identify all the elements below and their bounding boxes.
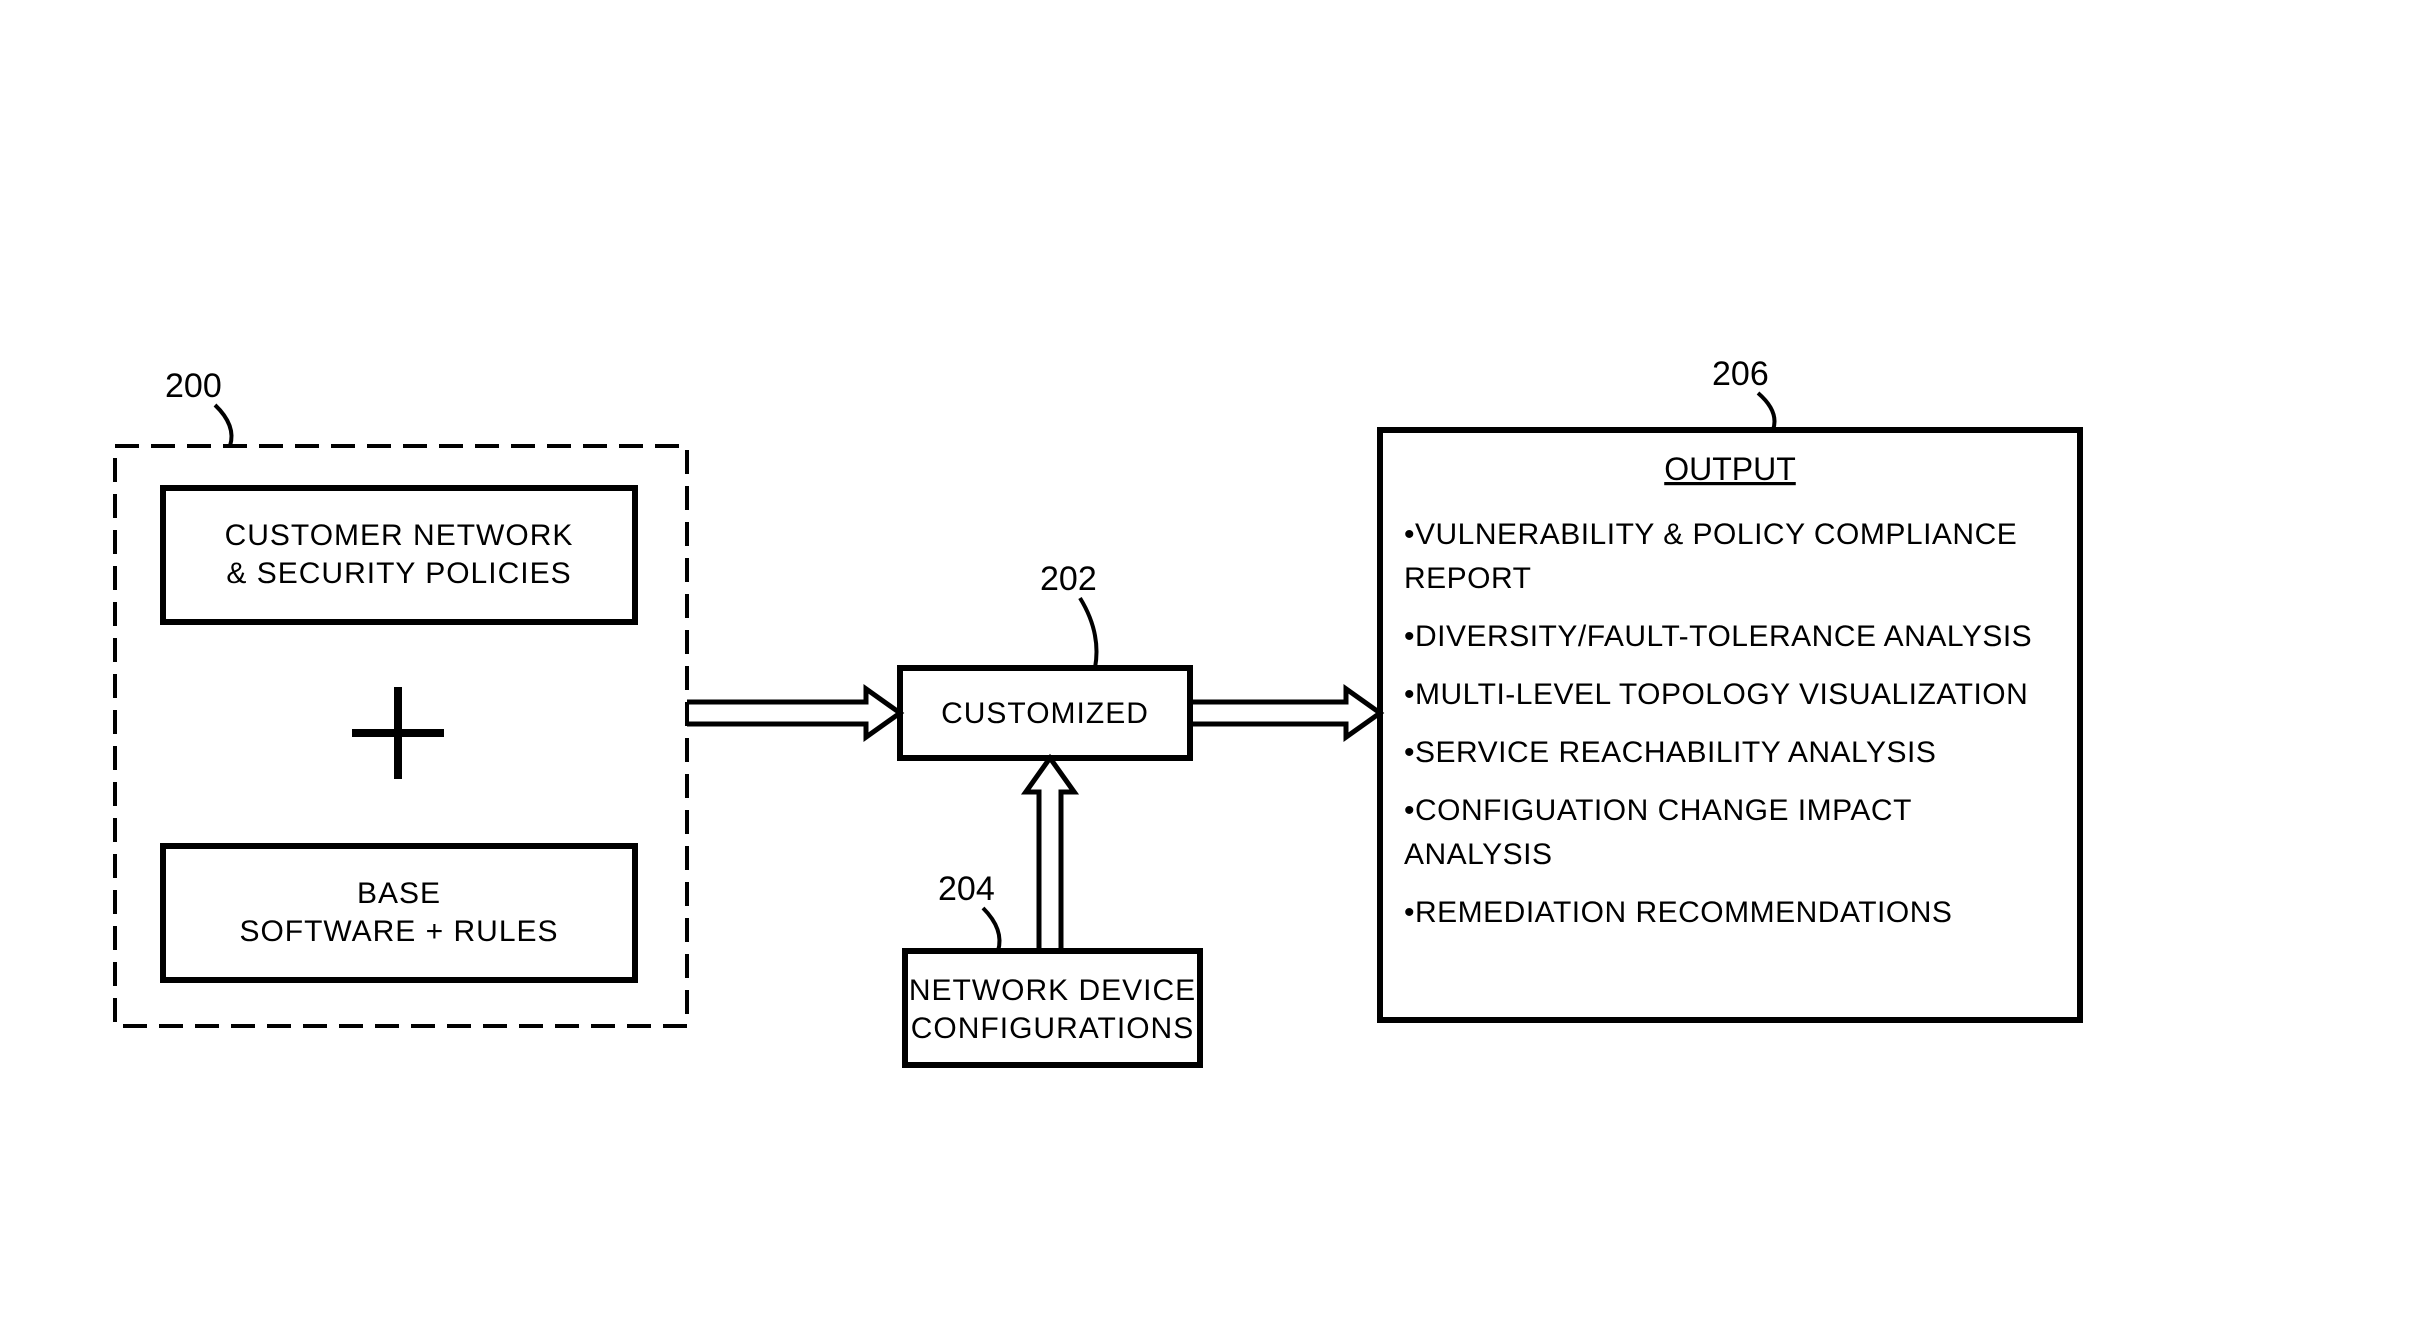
box-customer-line2: & SECURITY POLICIES: [226, 557, 571, 590]
output-item: REPORT: [1404, 562, 1531, 595]
output-item: •VULNERABILITY & POLICY COMPLIANCE: [1404, 518, 2017, 551]
arrow-customized-to-output: [1190, 689, 1380, 737]
output-item: •MULTI-LEVEL TOPOLOGY VISUALIZATION: [1404, 678, 2028, 711]
box-customer-line1: CUSTOMER NETWORK: [225, 519, 574, 552]
box-base-line2: SOFTWARE + RULES: [239, 915, 558, 948]
arrow-netdev-to-customized: [1026, 758, 1074, 951]
box-netdev-line2: CONFIGURATIONS: [911, 1012, 1194, 1045]
box-customized-label: CUSTOMIZED: [941, 697, 1149, 730]
reference-number: 206: [1712, 355, 1769, 393]
arrow-container-to-customized: [687, 689, 900, 737]
plus-symbol: [352, 687, 444, 779]
box-netdev-line1: NETWORK DEVICE: [909, 974, 1196, 1007]
output-item: •CONFIGUATION CHANGE IMPACT: [1404, 794, 1912, 827]
output-item: •SERVICE REACHABILITY ANALYSIS: [1404, 736, 1936, 769]
reference-number: 204: [938, 870, 995, 908]
reference-number: 202: [1040, 560, 1097, 598]
box-base-line1: BASE: [357, 877, 441, 910]
box-network-device-config: [905, 951, 1200, 1065]
box-customer-network: [163, 488, 635, 622]
output-item: ANALYSIS: [1404, 838, 1553, 871]
output-item: •REMEDIATION RECOMMENDATIONS: [1404, 896, 1952, 929]
box-base-software: [163, 846, 635, 980]
diagram-canvas: CUSTOMER NETWORK & SECURITY POLICIES BAS…: [0, 0, 2434, 1328]
output-item: •DIVERSITY/FAULT-TOLERANCE ANALYSIS: [1404, 620, 2032, 653]
output-items: •VULNERABILITY & POLICY COMPLIANCE REPOR…: [1404, 518, 2032, 929]
output-title: OUTPUT: [1664, 451, 1796, 487]
reference-number: 200: [165, 367, 222, 405]
